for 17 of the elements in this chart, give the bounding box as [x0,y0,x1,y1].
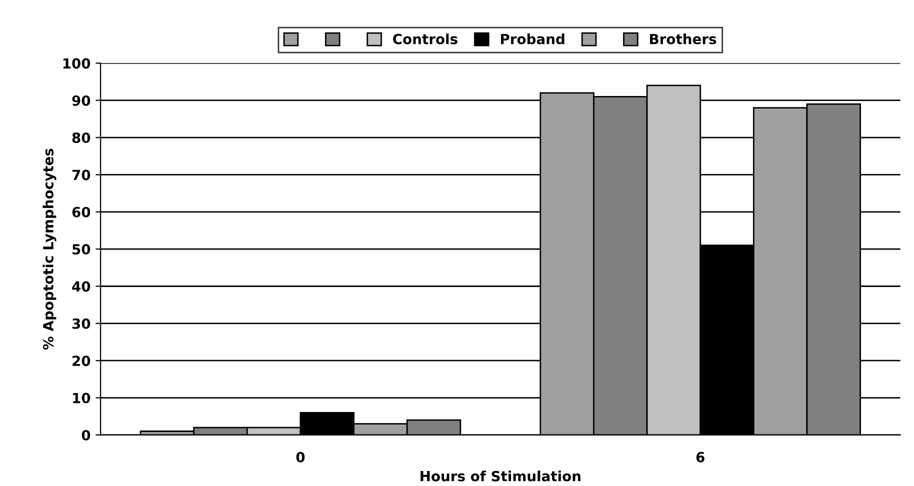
y-tick-label: 30 [72,318,90,329]
y-tick-label: 100 [63,58,90,69]
y-axis-title: % Apoptotic Lymphocytes [42,148,56,350]
y-tick-label: 10 [73,392,90,404]
y-tick-label: 20 [72,356,90,366]
legend-label: Brothers [650,34,716,44]
y-tick-label: 40 [72,281,90,292]
y-tick-label: 90 [72,95,90,106]
legend-label: Proband [500,34,564,44]
y-tick-label: 60 [72,206,90,218]
y-tick-label: 80 [72,132,90,144]
y-tick-label: 0 [82,430,90,440]
y-tick-label: 70 [72,170,90,180]
y-tick-label: 50 [72,244,90,255]
x-axis-title: Hours of Stimulation [420,470,580,482]
x-tick-label: 6 [696,452,704,462]
legend-label: Controls [393,34,458,44]
